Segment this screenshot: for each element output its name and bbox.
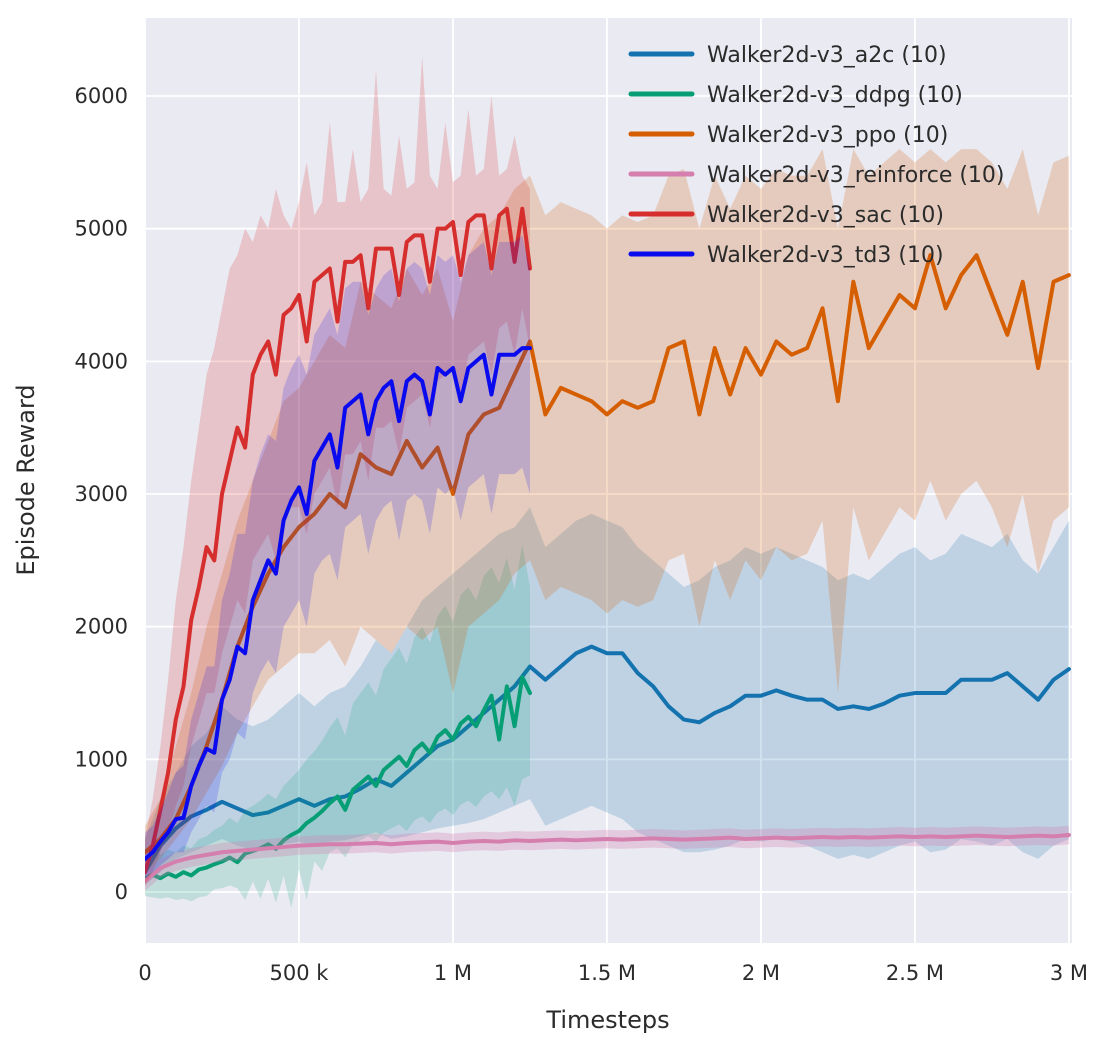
legend-item-walker2d-v3-ddpg-10: Walker2d-v3_ddpg (10) [628,83,963,108]
series-walker2d-v3-ddpg-10 [145,544,532,908]
legend-label: Walker2d-v3_ppo (10) [707,123,948,148]
series-walker2d-v3-a2c-10 [145,507,1071,886]
y-tick-label: 4000 [75,349,128,373]
series-walker2d-v3-reinforce-10 [145,825,1071,891]
line-walker2d-v3-ddpg-10 [145,675,532,881]
legend-label: Walker2d-v3_td3 (10) [707,243,944,268]
line-walker2d-v3-a2c-10 [145,644,1071,875]
confidence-band-walker2d-v3-ppo-10 [145,149,1069,873]
series-walker2d-v3-td3-10 [145,235,532,879]
series-walker2d-v3-ppo-10 [145,149,1071,873]
legend-label: Walker2d-v3_a2c (10) [707,43,947,68]
line-walker2d-v3-sac-10 [145,206,532,875]
x-tick-label: 2 M [742,961,780,985]
y-axis-label: Episode Reward [12,384,40,575]
legend: Walker2d-v3_a2c (10) Walker2d-v3_ddpg (10… [628,43,1005,268]
y-tick-label: 5000 [75,217,128,241]
line-walker2d-v3-ppo-10 [145,253,1071,855]
legend-label: Walker2d-v3_sac (10) [707,203,944,228]
x-tick-label: 1.5 M [578,961,636,985]
x-tick-label: 3 M [1050,961,1088,985]
x-tick-label: 500 k [270,961,330,985]
legend-item-walker2d-v3-ppo-10: Walker2d-v3_ppo (10) [628,123,948,148]
grid [144,18,1072,943]
x-axis-ticks: 0 500 k 1 M 1.5 M 2 M 2.5 M 3 M [138,961,1088,985]
legend-label: Walker2d-v3_reinforce (10) [707,163,1005,188]
y-tick-label: 2000 [75,615,128,639]
x-tick-label: 0 [138,961,151,985]
legend-label: Walker2d-v3_ddpg (10) [707,83,963,108]
legend-item-walker2d-v3-sac-10: Walker2d-v3_sac (10) [628,203,944,228]
y-tick-label: 3000 [75,482,128,506]
y-tick-label: 0 [115,880,128,904]
y-tick-label: 1000 [75,747,128,771]
line-walker2d-v3-reinforce-10 [145,833,1071,884]
series-walker2d-v3-sac-10 [145,56,532,886]
confidence-band-walker2d-v3-ddpg-10 [145,544,530,908]
y-tick-label: 6000 [75,84,128,108]
line-walker2d-v3-td3-10 [145,346,532,861]
x-axis-label: Timesteps [545,1006,669,1034]
x-tick-label: 1 M [434,961,472,985]
confidence-band-walker2d-v3-a2c-10 [145,507,1069,886]
y-axis-ticks: 0 1000 2000 3000 4000 5000 6000 [75,84,128,904]
legend-item-walker2d-v3-a2c-10: Walker2d-v3_a2c (10) [628,43,947,68]
legend-item-walker2d-v3-td3-10: Walker2d-v3_td3 (10) [628,243,944,268]
series-layer [145,56,1071,908]
legend-item-walker2d-v3-reinforce-10: Walker2d-v3_reinforce (10) [628,163,1005,188]
x-tick-label: 2.5 M [886,961,944,985]
